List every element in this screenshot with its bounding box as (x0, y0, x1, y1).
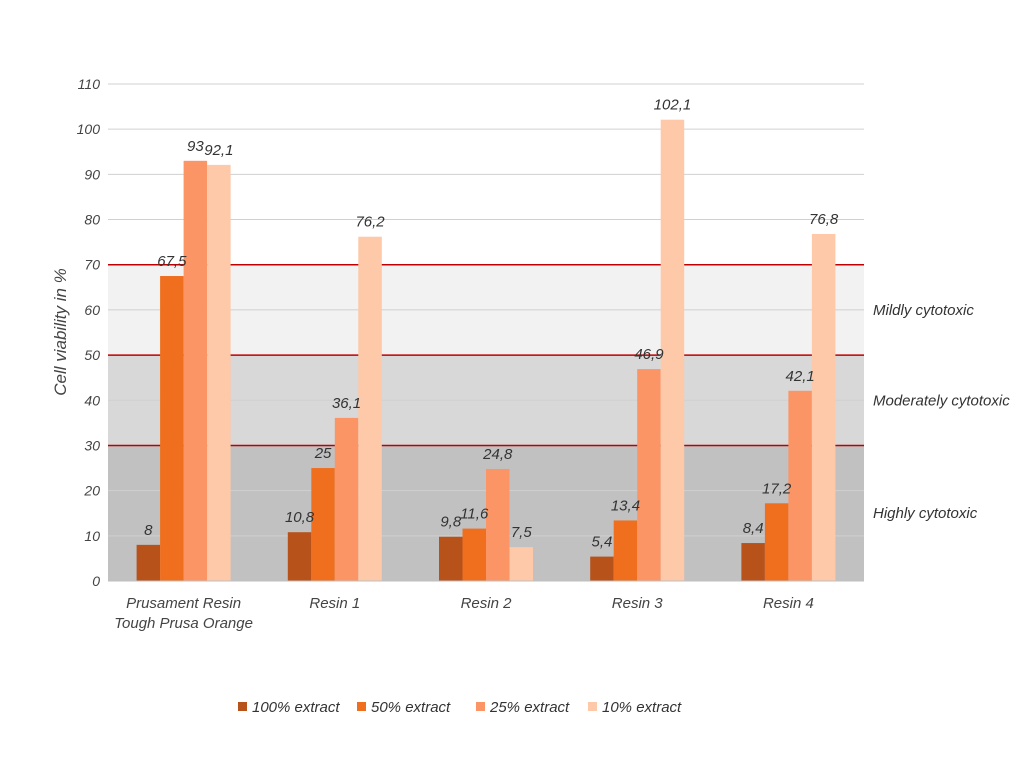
bar (334, 417, 359, 581)
y-tick-label: 40 (84, 392, 100, 408)
bar (207, 164, 231, 581)
data-label: 93 (187, 138, 204, 155)
zone-label: Moderately cytotoxic (873, 392, 1010, 409)
y-tick-label: 90 (84, 166, 100, 182)
bar (613, 520, 638, 581)
data-label: 24,8 (482, 446, 513, 463)
data-label: 8,4 (743, 520, 764, 537)
data-label: 92,1 (204, 142, 233, 159)
y-tick-label: 100 (77, 121, 101, 137)
legend-label: 100% extract (252, 699, 340, 716)
data-label: 8 (144, 522, 153, 539)
y-tick-label: 20 (83, 483, 100, 499)
data-label: 17,2 (762, 480, 792, 497)
bar (590, 556, 614, 581)
bar (486, 468, 510, 581)
bar (287, 532, 312, 581)
data-label: 7,5 (511, 524, 533, 541)
y-tick-label: 60 (84, 302, 100, 318)
bar (160, 276, 184, 581)
bar (788, 390, 812, 581)
bar (741, 543, 765, 581)
data-label: 13,4 (611, 497, 640, 514)
bar (764, 503, 789, 581)
bar (462, 528, 486, 581)
data-label: 76,8 (809, 211, 839, 228)
bar (637, 369, 661, 581)
bar (183, 160, 208, 582)
category-label: Resin 1 (309, 595, 360, 612)
legend-swatch (238, 702, 247, 711)
data-label: 25 (314, 445, 332, 462)
bar (311, 468, 335, 581)
legend-swatch (476, 702, 485, 711)
data-label: 42,1 (786, 368, 815, 385)
legend-swatch (357, 702, 366, 711)
data-labels: 8 67,5 93 92,1 10,8 25 36,1 76,2 9,8 11,6 24,8 7,5 5… (144, 97, 839, 551)
legend-label: 50% extract (371, 699, 451, 716)
y-tick-label: 10 (84, 528, 100, 544)
category-label: Tough Prusa Orange (114, 615, 253, 632)
data-label: 46,9 (634, 346, 664, 363)
y-tick-label: 80 (84, 212, 100, 228)
y-tick-label: 0 (92, 573, 100, 589)
data-label: 11,6 (460, 506, 489, 523)
y-axis-ticks: 0 10 20 30 40 50 60 70 80 90 100 110 (77, 76, 101, 589)
legend-label: 25% extract (489, 699, 570, 716)
threshold-lines (108, 263, 864, 447)
data-label: 102,1 (654, 97, 692, 114)
bars (136, 119, 836, 582)
category-label: Resin 2 (461, 595, 513, 612)
data-label: 5,4 (592, 534, 613, 551)
y-tick-label: 50 (84, 347, 100, 363)
y-tick-label: 70 (84, 257, 100, 273)
data-label: 36,1 (332, 395, 361, 412)
legend-swatch (588, 702, 597, 711)
data-label: 9,8 (440, 514, 462, 531)
bar (439, 536, 463, 581)
y-tick-label: 30 (84, 437, 100, 453)
legend-label: 10% extract (602, 699, 682, 716)
bar (136, 544, 161, 581)
category-label: Resin 3 (612, 595, 664, 612)
data-label: 67,5 (157, 253, 187, 270)
category-labels: Prusament Resin Tough Prusa Orange Resin 1… (114, 595, 814, 632)
data-label: 10,8 (285, 509, 315, 526)
bar (660, 119, 685, 581)
category-label: Prusament Resin (126, 595, 241, 612)
legend: 100% extract 50% extract 25% extract 10% ex… (238, 699, 682, 716)
y-axis-label: Cell viability in % (51, 268, 70, 396)
zone-label: Highly cytotoxic (873, 505, 978, 522)
bar (811, 234, 836, 581)
data-label: 76,2 (355, 214, 385, 231)
y-tick-label: 110 (78, 76, 101, 92)
category-label: Resin 4 (763, 595, 814, 612)
zone-labels: Highly cytotoxic Moderately cytotoxic Mild… (873, 302, 1010, 522)
bar (358, 236, 382, 581)
zone-label: Mildly cytotoxic (873, 302, 974, 319)
bar (509, 547, 533, 581)
